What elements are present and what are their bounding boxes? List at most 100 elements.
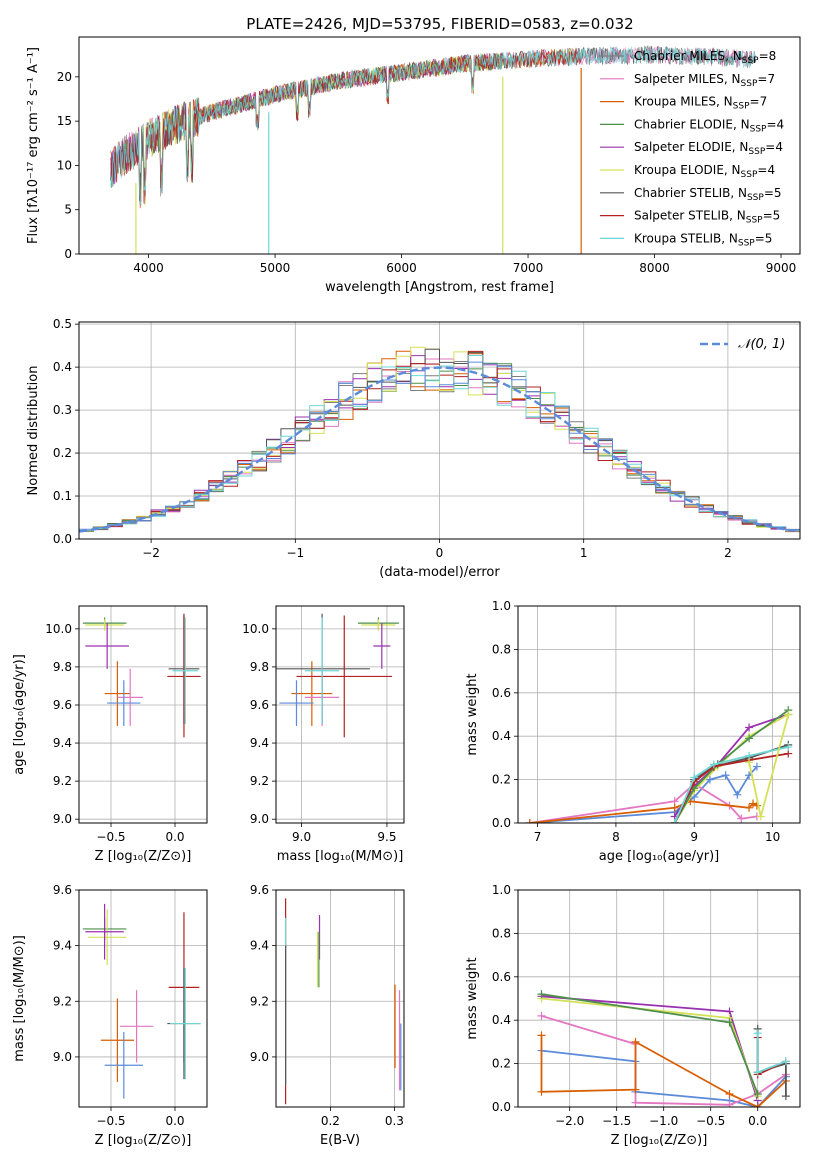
y-tick-label: 9.0 — [53, 812, 72, 826]
y-tick-label: 9.8 — [53, 660, 72, 674]
y-tick-label: 10.0 — [242, 622, 269, 636]
y-tick-label: 9.6 — [250, 883, 269, 897]
mass-weight-marker — [745, 723, 754, 732]
mass_vs_Z-frame — [78, 889, 208, 1108]
legend-label: Salpeter ELODIE, N — [634, 140, 748, 154]
legend-count: =7 — [750, 95, 768, 109]
errorbar-point — [117, 668, 143, 726]
y-tick-label: 9.2 — [250, 994, 269, 1008]
y-tick-label: 9.8 — [250, 660, 269, 674]
y-tick-label: 0.0 — [492, 1100, 511, 1114]
legend-entry: Salpeter STELIB, NSSP=5 — [634, 209, 780, 226]
x-tick-label: 4000 — [133, 261, 164, 275]
figure-title: PLATE=2426, MJD=53795, FIBERID=0583, z=0… — [246, 15, 633, 33]
y-tick-label: 0 — [64, 247, 72, 261]
mass_vs_EBV-points — [285, 898, 402, 1105]
y-tick-label: 0.6 — [492, 686, 511, 700]
legend-entry: Salpeter ELODIE, NSSP=4 — [634, 140, 783, 157]
x-tick-label: −0.5 — [696, 1114, 725, 1128]
residuals-ylabel: Normed distribution — [26, 366, 41, 496]
mass-weight-marker — [784, 743, 793, 752]
legend-entry: Chabrier MILES, NSSP=8 — [634, 49, 776, 66]
y-tick-label: 9.2 — [53, 994, 72, 1008]
legend-sub: SSP — [738, 238, 755, 248]
errorbar-point — [291, 661, 333, 726]
legend-sub: SSP — [741, 170, 758, 180]
mass-weight-marker — [725, 1100, 734, 1107]
y-tick-label: 0.3 — [53, 403, 72, 417]
legend-sub: SSP — [747, 193, 764, 203]
mass_weight_vs_Z-axes: −2.0 −1.5 −1.0 −0.5 0.0 0.0 0.2 0.4 0.6 0.8 1.0 Z [… — [465, 883, 800, 1148]
mass_vs_EBV-frame — [275, 889, 405, 1108]
x-tick-label: −1.0 — [649, 1114, 678, 1128]
mass_weight_vs_age-xlabel: age [log₁₀(age/yr)] — [599, 849, 720, 864]
mass-weight-marker — [781, 1057, 790, 1066]
legend-sub: SSP — [748, 147, 765, 157]
errorbar-point — [169, 967, 201, 1080]
mass-weight-marker — [752, 762, 761, 771]
legend-count: =4 — [757, 163, 775, 177]
errorbar-point — [279, 680, 314, 726]
mass-weight-marker — [784, 710, 793, 719]
mass-weight-marker — [737, 814, 746, 823]
mass_vs_Z-axes: −0.5 0.0 9.0 9.2 9.4 9.6 Z [log₁₀(Z/Z⊙)] mass [… — [12, 883, 207, 1148]
legend-label: Kroupa ELODIE, N — [634, 163, 741, 177]
y-tick-label: 9.6 — [53, 698, 72, 712]
y-tick-label: 15 — [57, 114, 72, 128]
y-tick-label: 9.4 — [53, 736, 72, 750]
mass-weight-marker — [537, 1011, 546, 1020]
y-tick-label: 0.2 — [492, 1057, 511, 1071]
mass-weight-marker — [690, 773, 699, 782]
errorbar-point — [305, 617, 340, 725]
spectrum-ylabel: Flux [fλ10⁻¹⁷ erg cm⁻² s⁻¹ A⁻¹] — [26, 47, 41, 244]
errorbar-point — [100, 998, 135, 1082]
mass-weight-marker — [781, 1092, 790, 1101]
y-tick-label: 0.4 — [492, 1013, 511, 1027]
mass-weight-line — [541, 1015, 787, 1106]
y-tick-label: 10 — [57, 158, 72, 172]
errorbar-point — [104, 1031, 143, 1099]
errorbar-point — [107, 680, 141, 726]
errorbar-point — [85, 903, 124, 960]
age_vs_Z-axes: −0.5 0.0 9.0 9.2 9.4 9.6 9.8 10.0 Z [log₁₀(Z/Z⊙)… — [12, 606, 207, 864]
mass_weight_vs_age-plot-area — [518, 606, 800, 823]
x-tick-label: 0.2 — [321, 1114, 340, 1128]
spectrum-lines — [110, 45, 757, 254]
y-tick-label: 0.2 — [53, 446, 72, 460]
legend-count: =5 — [763, 209, 781, 223]
errorbar-point — [361, 619, 396, 631]
age_vs_mass-xlabel: mass [log₁₀(M/M⊙)] — [277, 849, 404, 864]
x-tick-label: 7 — [534, 830, 542, 844]
mass-weight-marker — [537, 990, 546, 999]
legend-sub: SSP — [750, 124, 767, 134]
mass-weight-line — [529, 765, 758, 823]
mass-weight-marker — [753, 1029, 762, 1038]
mass-weight-marker — [753, 1089, 762, 1098]
y-tick-label: 0.0 — [53, 532, 72, 546]
x-tick-label: 9.5 — [377, 830, 396, 844]
y-tick-label: 1.0 — [492, 599, 511, 613]
y-tick-label: 9.4 — [53, 939, 72, 953]
mass_vs_Z-ylabel: mass [log₁₀(M/M⊙)] — [12, 935, 27, 1062]
y-tick-label: 9.0 — [250, 812, 269, 826]
x-tick-label: 0.0 — [165, 830, 184, 844]
x-tick-label: −0.5 — [96, 1114, 125, 1128]
y-tick-label: 9.6 — [250, 698, 269, 712]
mass_weight_vs_age-axes: 7 8 9 10 0.0 0.2 0.4 0.6 0.8 1.0 age [log₁₀(age/yr… — [465, 599, 800, 864]
y-tick-label: 0.8 — [492, 926, 511, 940]
mass-weight-marker — [705, 775, 714, 784]
mass-weight-marker — [721, 771, 730, 780]
legend-entry: Kroupa STELIB, NSSP=5 — [634, 231, 772, 248]
legend-label: Kroupa MILES, N — [634, 95, 733, 109]
x-tick-label: 2 — [724, 546, 732, 560]
y-tick-label: 9.0 — [53, 1050, 72, 1064]
legend-count: =8 — [759, 49, 777, 63]
legend-entry: Chabrier ELODIE, NSSP=4 — [634, 117, 784, 134]
residuals-axes: −2 −1 0 1 2 0.0 0.1 0.2 0.3 0.4 0.5 (data-model)/er… — [26, 317, 800, 580]
y-tick-label: 0.4 — [492, 729, 511, 743]
errorbar-point — [104, 661, 131, 726]
mass-weight-marker — [631, 1085, 640, 1094]
y-tick-label: 9.2 — [53, 774, 72, 788]
mass-weight-marker — [745, 734, 754, 743]
